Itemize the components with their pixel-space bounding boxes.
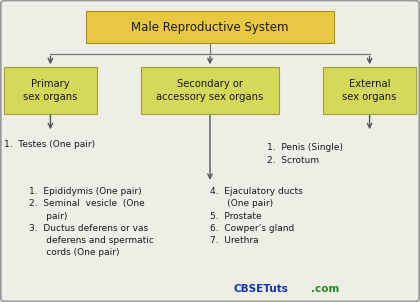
FancyBboxPatch shape (86, 11, 334, 43)
Text: .com: .com (311, 284, 339, 294)
FancyBboxPatch shape (141, 67, 279, 114)
FancyBboxPatch shape (4, 67, 97, 114)
Text: 4.  Ejaculatory ducts
      (One pair)
5.  Prostate
6.  Cowper’s gland
7.  Ureth: 4. Ejaculatory ducts (One pair) 5. Prost… (210, 187, 303, 245)
Text: Primary
sex organs: Primary sex organs (23, 79, 78, 102)
Text: 1.  Testes (One pair): 1. Testes (One pair) (4, 140, 95, 149)
Text: 1.  Penis (Single)
2.  Scrotum: 1. Penis (Single) 2. Scrotum (267, 143, 343, 165)
Text: Secondary or
accessory sex organs: Secondary or accessory sex organs (156, 79, 264, 102)
Text: External
sex organs: External sex organs (342, 79, 397, 102)
Text: 1.  Epididymis (One pair)
2.  Seminal  vesicle  (One
      pair)
3.  Ductus defe: 1. Epididymis (One pair) 2. Seminal vesi… (29, 187, 154, 257)
Text: Male Reproductive System: Male Reproductive System (131, 21, 289, 34)
FancyBboxPatch shape (323, 67, 416, 114)
Text: CBSETuts: CBSETuts (233, 284, 288, 294)
